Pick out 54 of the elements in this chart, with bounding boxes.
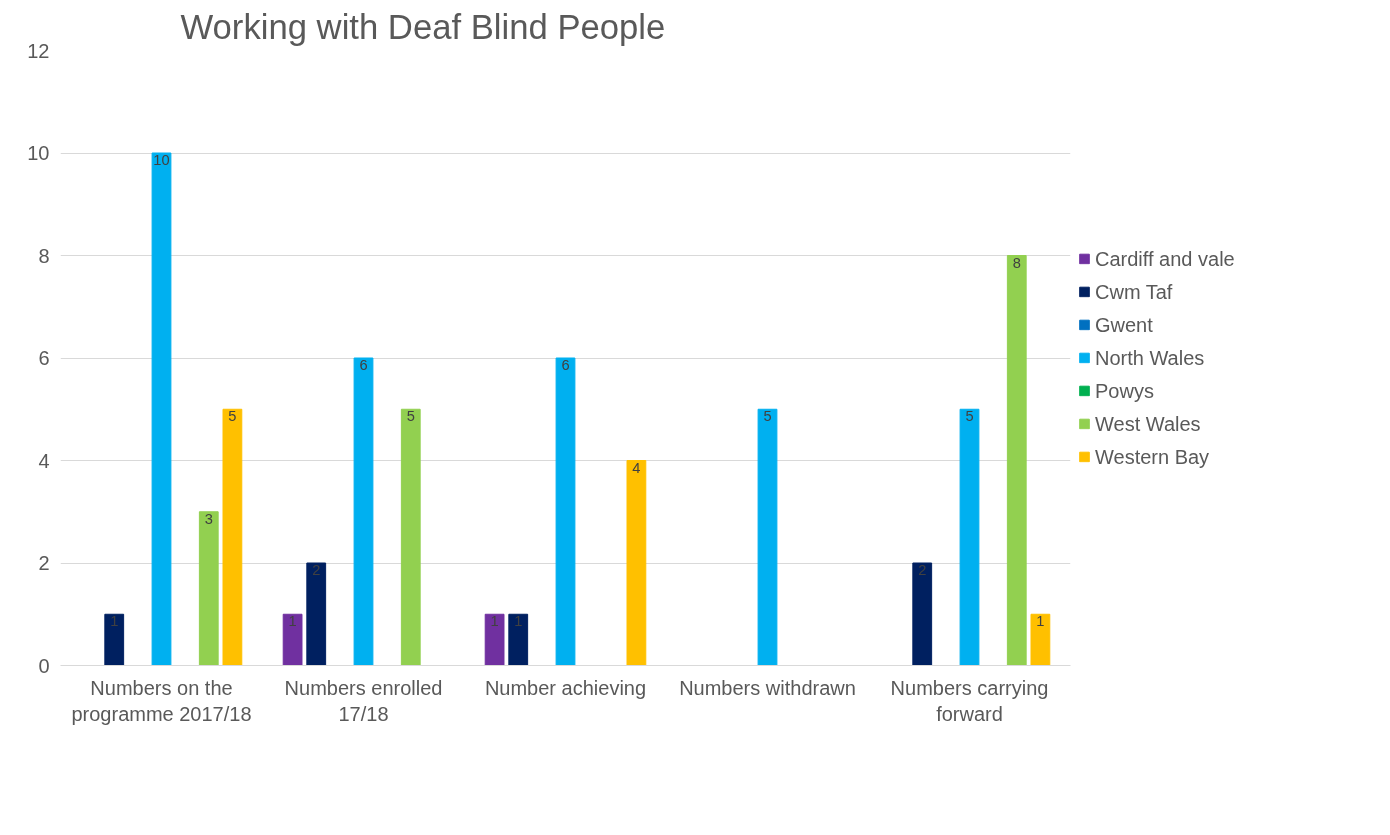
bar	[484, 613, 505, 666]
legend-label: Powys	[1095, 379, 1154, 402]
data-label: 1	[288, 613, 297, 630]
data-label: 10	[153, 152, 170, 168]
bar	[151, 152, 172, 666]
y-tick-label: 2	[38, 552, 50, 574]
bar	[198, 511, 219, 666]
bar	[104, 613, 125, 666]
data-label: 5	[763, 408, 772, 425]
bar	[353, 357, 374, 666]
data-label: 6	[561, 357, 570, 373]
y-tick-label: 6	[38, 347, 50, 369]
data-label: 1	[514, 613, 523, 630]
y-tick-label: 12	[27, 39, 50, 62]
bar	[1030, 613, 1051, 666]
y-tick-label: 8	[38, 244, 50, 267]
legend-label: West Wales	[1095, 412, 1201, 435]
bar	[508, 613, 529, 666]
bar	[555, 357, 576, 666]
bar	[1006, 255, 1027, 666]
bar	[757, 408, 778, 666]
x-tick-label: Numbers enrolled 17/18	[284, 676, 443, 725]
y-tick-label: 0	[38, 654, 50, 677]
data-label: 6	[359, 357, 368, 373]
bar	[306, 562, 327, 666]
data-label: 1	[1036, 613, 1045, 630]
bar	[912, 562, 933, 666]
bar	[400, 408, 421, 666]
legend-label: Western Bay	[1095, 445, 1210, 468]
x-tick-label: Numbers withdrawn	[679, 676, 856, 699]
data-label: 4	[632, 459, 641, 476]
legend-label: Gwent	[1095, 313, 1153, 336]
legend-label: North Wales	[1095, 346, 1205, 369]
bar	[959, 408, 980, 666]
bar	[282, 613, 303, 666]
data-label: 5	[406, 408, 415, 425]
data-label: 5	[965, 408, 974, 425]
data-label: 8	[1012, 254, 1021, 271]
data-label: 3	[204, 510, 213, 527]
data-label: 2	[918, 562, 927, 578]
data-label: 5	[228, 408, 237, 425]
x-tick-label: Numbers carrying forward	[890, 676, 1049, 725]
data-label: 1	[110, 613, 119, 630]
y-tick-label: 4	[38, 449, 50, 472]
x-tick-label: Number achieving	[484, 676, 647, 699]
data-label: 2	[312, 562, 321, 578]
y-tick-label: 10	[27, 142, 50, 164]
bar	[626, 460, 647, 666]
legend-label: Cwm Taf	[1095, 280, 1173, 303]
bar	[222, 408, 243, 666]
legend-label: Cardiff and vale	[1095, 247, 1235, 270]
x-tick-label: Numbers on the programme 2017/18	[71, 676, 252, 725]
data-label: 1	[490, 613, 499, 630]
chart-title: Working with Deaf Blind People	[180, 7, 666, 46]
